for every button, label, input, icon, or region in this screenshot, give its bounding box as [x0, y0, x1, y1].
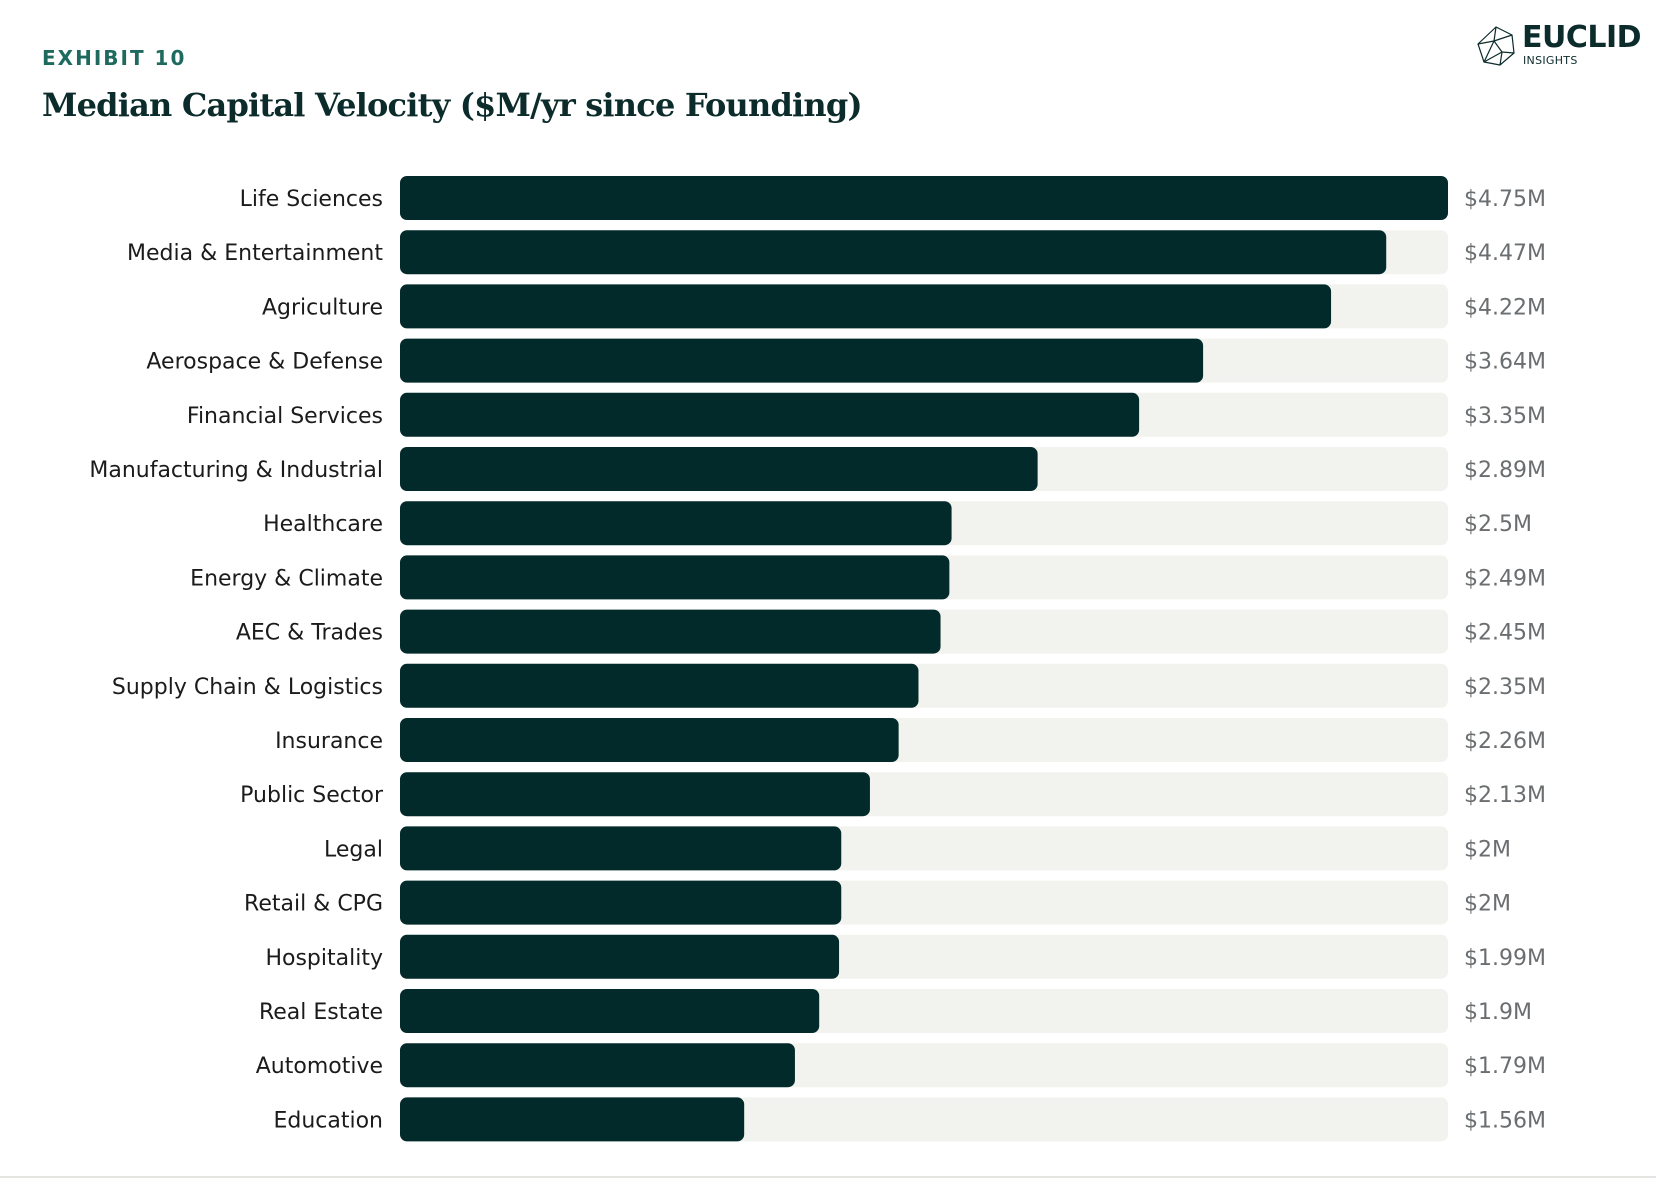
bar	[400, 501, 952, 546]
bar	[400, 609, 941, 654]
category-label: Real Estate	[259, 1000, 383, 1025]
value-label: $4.75M	[1464, 187, 1546, 212]
bar-row: Financial Services $3.35M	[187, 392, 1546, 437]
bar-row: Hospitality $1.99M	[265, 934, 1546, 979]
bar	[400, 826, 842, 871]
bar-row: Education $1.56M	[273, 1097, 1546, 1142]
category-label: Aerospace & Defense	[146, 350, 383, 375]
bar-row: Public Sector $2.13M	[240, 772, 1546, 817]
value-label: $3.64M	[1464, 350, 1546, 375]
value-label: $2.13M	[1464, 783, 1546, 808]
bar-row: Energy & Climate $2.49M	[190, 555, 1546, 600]
category-label: Retail & CPG	[244, 892, 383, 917]
category-label: Automotive	[256, 1054, 383, 1079]
bar	[400, 284, 1332, 329]
bar	[400, 880, 842, 925]
euclid-logo: EUCLID INSIGHTS	[1474, 22, 1642, 72]
logo-wordmark: EUCLID	[1522, 20, 1642, 55]
value-label: $1.79M	[1464, 1054, 1546, 1079]
value-label: $4.47M	[1464, 241, 1546, 266]
bar	[400, 663, 919, 708]
category-label: Hospitality	[265, 946, 383, 971]
bar-row: AEC & Trades $2.45M	[236, 609, 1546, 654]
bar-row: Real Estate $1.9M	[259, 989, 1532, 1033]
chart-title: Median Capital Velocity ($M/yr since Fou…	[42, 86, 863, 124]
category-label: Legal	[324, 837, 383, 862]
category-label: Supply Chain & Logistics	[112, 675, 383, 700]
bottom-divider	[0, 1176, 1656, 1178]
category-label: Agriculture	[262, 295, 383, 320]
logo-subtitle: INSIGHTS	[1523, 54, 1578, 67]
bar-row: Life Sciences $4.75M	[240, 176, 1546, 220]
bar	[400, 1043, 795, 1088]
bar	[400, 555, 950, 600]
value-label: $1.99M	[1464, 946, 1546, 971]
value-label: $2.5M	[1464, 512, 1532, 537]
value-label: $2.35M	[1464, 675, 1546, 700]
category-label: Financial Services	[187, 404, 383, 429]
exhibit-label: EXHIBIT 10	[42, 46, 187, 70]
value-label: $2.89M	[1464, 458, 1546, 483]
category-label: Manufacturing & Industrial	[89, 458, 383, 483]
value-label: $2M	[1464, 892, 1511, 917]
value-label: $4.22M	[1464, 295, 1546, 320]
bar	[400, 392, 1140, 437]
bar-row: Manufacturing & Industrial $2.89M	[89, 447, 1546, 491]
bar-row: Automotive $1.79M	[256, 1043, 1546, 1088]
value-label: $2.26M	[1464, 729, 1546, 754]
bar-row: Healthcare $2.5M	[263, 501, 1532, 546]
value-label: $3.35M	[1464, 404, 1546, 429]
bar-row: Aerospace & Defense $3.64M	[146, 338, 1546, 383]
bar-row: Legal $2M	[324, 826, 1511, 871]
bar-row: Supply Chain & Logistics $2.35M	[112, 663, 1546, 708]
bar	[400, 989, 820, 1033]
bar	[400, 934, 840, 979]
bar-row: Retail & CPG $2M	[244, 880, 1511, 925]
value-label: $2.49M	[1464, 566, 1546, 591]
bar	[400, 772, 870, 817]
category-label: Media & Entertainment	[127, 241, 383, 266]
category-label: AEC & Trades	[236, 621, 383, 646]
category-label: Energy & Climate	[190, 566, 383, 591]
category-label: Public Sector	[240, 783, 384, 808]
bar	[400, 176, 1448, 220]
bar	[400, 1097, 745, 1142]
bar	[400, 718, 899, 762]
category-label: Healthcare	[263, 512, 383, 537]
bar	[400, 338, 1204, 383]
bar	[400, 230, 1387, 275]
category-label: Education	[273, 1108, 383, 1133]
category-label: Life Sciences	[240, 187, 383, 212]
value-label: $2.45M	[1464, 621, 1546, 646]
value-label: $1.56M	[1464, 1108, 1546, 1133]
bar-row: Media & Entertainment $4.47M	[127, 230, 1546, 275]
bar-row: Agriculture $4.22M	[262, 284, 1546, 329]
value-label: $2M	[1464, 837, 1511, 862]
category-label: Insurance	[275, 729, 383, 754]
value-label: $1.9M	[1464, 1000, 1532, 1025]
polyhedron-logo-icon	[1477, 26, 1515, 66]
bar-row: Insurance $2.26M	[275, 718, 1546, 762]
bar	[400, 447, 1038, 491]
